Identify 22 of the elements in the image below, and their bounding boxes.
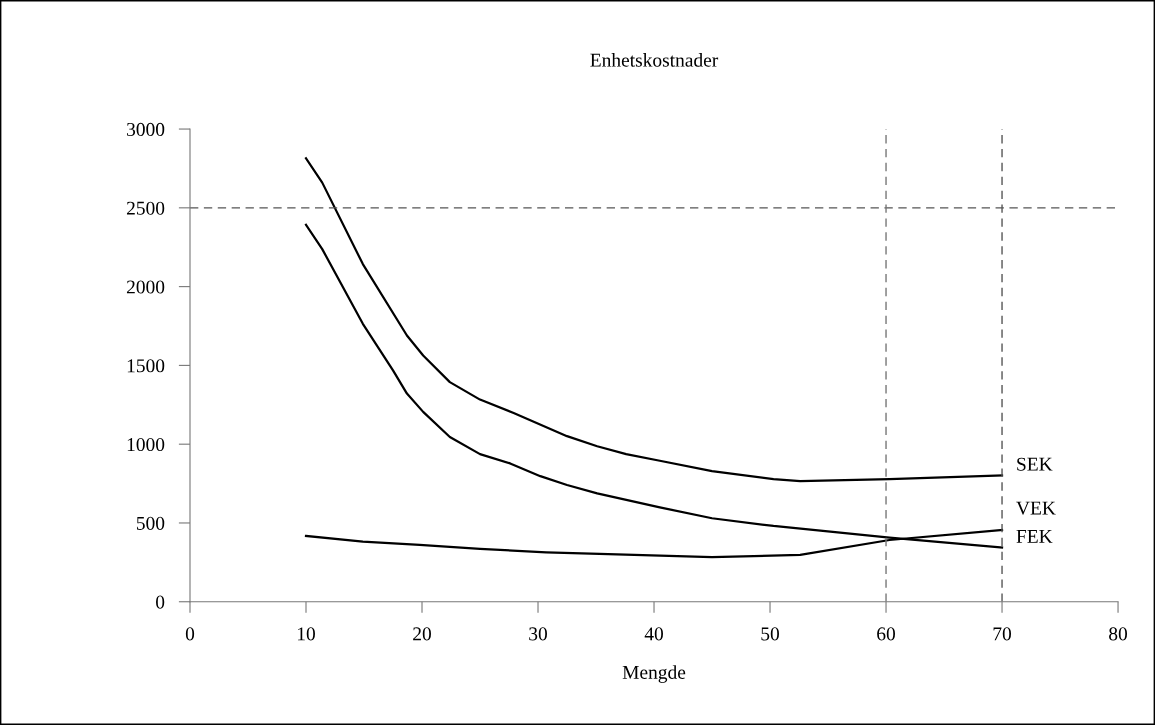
y-tick-label: 2500 — [126, 201, 165, 215]
series-label: VEK — [1016, 501, 1056, 515]
y-tick-label: 2000 — [126, 280, 165, 294]
x-tick-label: 80 — [1109, 627, 1128, 641]
x-tick-label: 20 — [413, 627, 431, 641]
x-tick-label: 40 — [644, 627, 663, 641]
y-tick-label: 1500 — [127, 359, 165, 373]
y-tick-label: 1000 — [127, 438, 165, 452]
x-tick-label: 0 — [185, 627, 195, 641]
series-label: FEK — [1016, 530, 1053, 543]
x-tick-label: 50 — [761, 627, 779, 641]
x-tick-label: 30 — [529, 627, 547, 641]
x-axis-title: Mengde — [622, 665, 686, 683]
x-tick-label: 70 — [993, 627, 1012, 641]
y-tick-label: 500 — [136, 516, 165, 530]
line-series — [304, 157, 1004, 483]
chart-title: Enhetskostnader — [590, 53, 719, 67]
x-tick-label: 10 — [297, 627, 315, 641]
series-label: SEK — [1017, 457, 1053, 471]
y-tick-label: 0 — [156, 595, 165, 609]
y-tick-label: 3000 — [127, 122, 165, 136]
x-tick-label: 60 — [877, 627, 896, 641]
